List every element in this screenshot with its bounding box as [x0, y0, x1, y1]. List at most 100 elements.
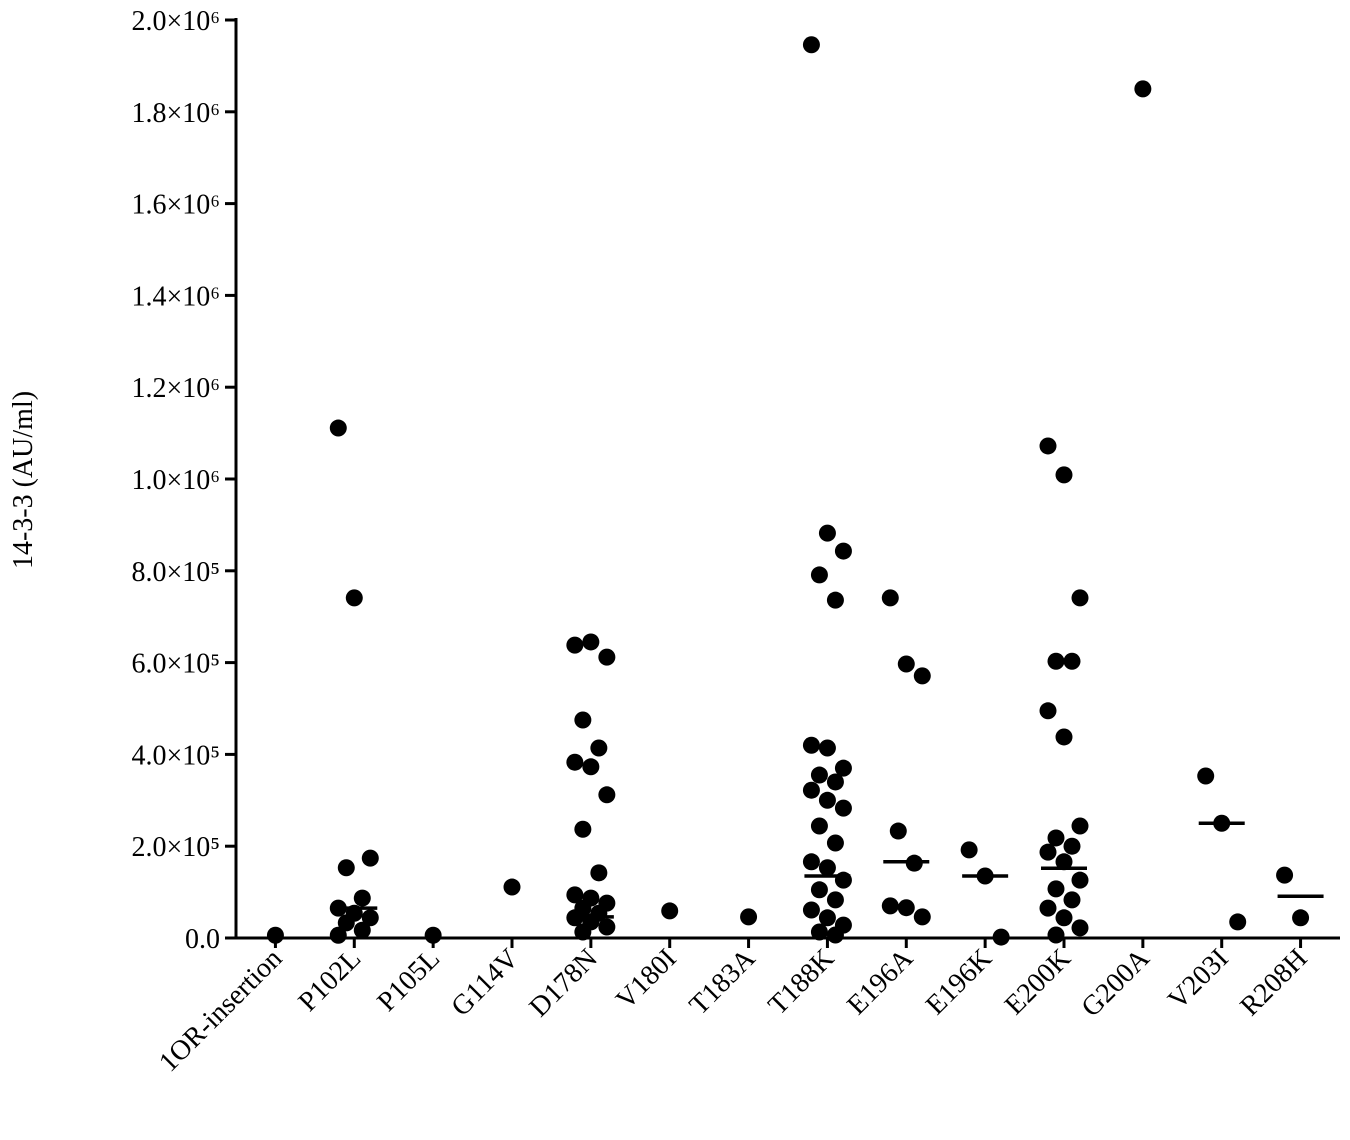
data-point	[1039, 843, 1057, 861]
data-point	[1039, 437, 1057, 455]
data-point	[1071, 919, 1089, 937]
data-point	[810, 566, 828, 584]
data-point	[802, 781, 820, 799]
data-point	[834, 759, 852, 777]
data-point	[353, 921, 371, 939]
y-tick-label: 2.0×10⁶	[131, 6, 220, 37]
data-point	[582, 633, 600, 651]
x-tick-label: V180I	[610, 943, 683, 1016]
data-point	[826, 591, 844, 609]
data-point	[1292, 909, 1310, 927]
data-point	[960, 841, 978, 859]
data-point	[826, 891, 844, 909]
data-point	[802, 901, 820, 919]
data-point	[834, 799, 852, 817]
data-point	[590, 739, 608, 757]
data-point	[802, 36, 820, 54]
data-point	[1047, 652, 1065, 670]
data-point	[810, 817, 828, 835]
y-tick-label: 1.4×10⁶	[131, 281, 220, 312]
data-point	[329, 419, 347, 437]
x-tick-label: D178N	[524, 943, 604, 1023]
data-point	[1055, 466, 1073, 484]
y-tick-label: 8.0×10⁵	[131, 557, 220, 588]
data-point	[574, 820, 592, 838]
data-point	[1047, 829, 1065, 847]
data-point	[818, 859, 836, 877]
data-point	[661, 902, 679, 920]
data-point	[503, 878, 521, 896]
data-point	[337, 914, 355, 932]
data-point	[818, 791, 836, 809]
y-axis-title: 14-3-3 (AU/ml)	[8, 391, 39, 569]
y-tick-label: 2.0×10⁵	[131, 832, 220, 863]
data-point	[345, 589, 363, 607]
data-point	[1229, 913, 1247, 931]
data-point	[913, 667, 931, 685]
data-point	[889, 822, 907, 840]
y-tick-label: 4.0×10⁵	[131, 740, 220, 771]
data-point	[897, 655, 915, 673]
data-point	[361, 909, 379, 927]
data-point	[810, 766, 828, 784]
y-tick-label: 1.2×10⁶	[131, 373, 220, 404]
data-point	[881, 589, 899, 607]
data-point	[1197, 767, 1215, 785]
x-tick-label: V203I	[1162, 943, 1235, 1016]
data-point	[1276, 866, 1294, 884]
data-point	[826, 926, 844, 944]
data-point	[818, 739, 836, 757]
data-point	[582, 758, 600, 776]
x-tick-label: T188K	[762, 943, 840, 1021]
data-point	[740, 908, 758, 926]
x-tick-label: E200K	[999, 943, 1077, 1021]
x-tick-label: T183A	[684, 942, 763, 1021]
x-tick-label: G200A	[1076, 942, 1157, 1023]
data-point	[1055, 853, 1073, 871]
data-point	[566, 886, 584, 904]
data-point	[1063, 652, 1081, 670]
data-point	[329, 926, 347, 944]
x-tick-label: G114V	[445, 943, 524, 1022]
data-point	[897, 899, 915, 917]
data-point	[834, 871, 852, 889]
data-point	[818, 524, 836, 542]
data-point	[590, 864, 608, 882]
data-point	[598, 918, 616, 936]
data-point	[1071, 871, 1089, 889]
data-point	[337, 859, 355, 877]
data-point	[1055, 909, 1073, 927]
x-tick-label: E196A	[841, 942, 920, 1021]
data-point	[881, 897, 899, 915]
x-tick-label: R208H	[1234, 943, 1313, 1022]
data-point	[598, 648, 616, 666]
data-point	[834, 542, 852, 560]
data-point	[266, 926, 284, 944]
data-point	[424, 926, 442, 944]
x-tick-label: P102L	[293, 943, 368, 1018]
y-tick-label: 1.0×10⁶	[131, 465, 220, 496]
data-point	[1063, 891, 1081, 909]
y-tick-label: 1.8×10⁶	[131, 98, 220, 129]
data-point	[1055, 728, 1073, 746]
data-point	[810, 923, 828, 941]
data-point	[574, 923, 592, 941]
data-point	[992, 928, 1010, 946]
data-point	[826, 834, 844, 852]
data-point	[574, 711, 592, 729]
x-tick-label: E196K	[920, 943, 998, 1021]
data-point	[598, 786, 616, 804]
data-point	[1071, 817, 1089, 835]
x-tick-label: P105L	[371, 943, 446, 1018]
data-point	[1071, 589, 1089, 607]
data-point	[353, 889, 371, 907]
data-point	[913, 908, 931, 926]
data-point	[818, 909, 836, 927]
data-point	[1047, 880, 1065, 898]
data-point	[810, 881, 828, 899]
data-point	[802, 853, 820, 871]
data-point	[566, 753, 584, 771]
data-point	[826, 773, 844, 791]
